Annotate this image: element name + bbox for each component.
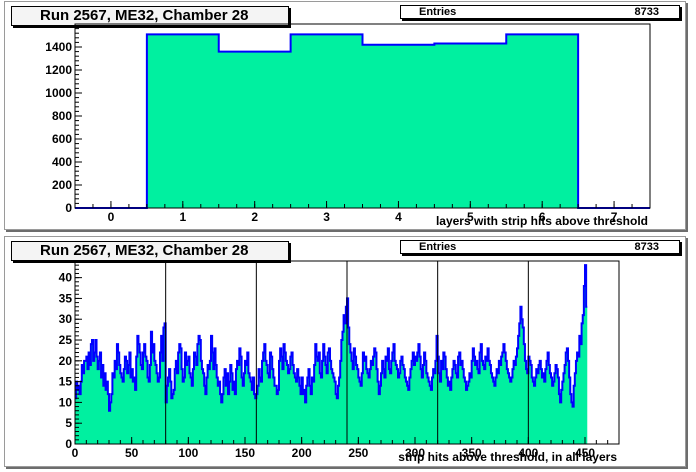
layers-x-tick-label: 2	[251, 210, 258, 224]
strips-x-tick-label: 450	[575, 446, 595, 460]
strips-histogram-outline	[75, 264, 588, 412]
strips-x-tick-label: 350	[462, 446, 482, 460]
top-entries-label: Entries	[419, 6, 457, 18]
bottom-entries-label: Entries	[419, 241, 457, 253]
layers-y-tick-label: 0	[65, 201, 72, 215]
strips-x-tick-label: 0	[72, 446, 79, 460]
strips-x-tick-label: 150	[235, 446, 255, 460]
strips-y-tick-label: 40	[59, 271, 73, 285]
strips-x-axis-title: strip hits above threshold, in all layer…	[398, 450, 617, 464]
bottom-histogram-panel: Run 2567, ME32, Chamber 28 Entries 8733 …	[4, 236, 686, 467]
layers-y-tick-label: 1200	[45, 63, 72, 77]
strips-y-tick-label: 5	[65, 416, 72, 430]
layers-y-tick-label: 200	[52, 178, 72, 192]
strips-y-tick-label: 25	[59, 333, 73, 347]
strips-y-tick-label: 20	[59, 354, 73, 368]
layers-histogram-outline	[75, 33, 650, 209]
layers-x-tick-label: 5	[467, 210, 474, 224]
top-histogram-panel: Run 2567, ME32, Chamber 28 Entries 8733 …	[4, 1, 686, 230]
strips-x-tick-label: 200	[292, 446, 312, 460]
layers-y-tick-label: 800	[52, 109, 72, 123]
strips-x-tick-label: 250	[348, 446, 368, 460]
strips-histogram-fill	[75, 265, 588, 444]
strips-y-tick-label: 10	[59, 395, 73, 409]
layers-y-tick-label: 1400	[45, 40, 72, 54]
bottom-stats-box: Entries 8733	[400, 240, 680, 254]
layers-x-tick-label: 4	[395, 210, 402, 224]
layers-histogram-fill	[75, 34, 650, 208]
strips-x-tick-label: 400	[518, 446, 538, 460]
top-stats-box: Entries 8733	[400, 5, 680, 19]
strips-x-tick-label: 100	[178, 446, 198, 460]
layers-y-tick-label: 1000	[45, 86, 72, 100]
strips-y-tick-label: 15	[59, 375, 73, 389]
layers-x-tick-label: 7	[611, 210, 618, 224]
top-entries-value: 8733	[634, 6, 659, 18]
layers-x-tick-label: 0	[108, 210, 115, 224]
layers-x-tick-label: 1	[179, 210, 186, 224]
layers-x-tick-label: 6	[539, 210, 546, 224]
layers-y-tick-label: 600	[52, 132, 72, 146]
strips-x-tick-label: 300	[405, 446, 425, 460]
top-histogram-title: Run 2567, ME32, Chamber 28	[11, 6, 289, 26]
strips-x-tick-label: 50	[125, 446, 139, 460]
strips-y-tick-label: 35	[59, 291, 73, 305]
layers-y-tick-label: 400	[52, 155, 72, 169]
layers-histogram-plot: 0 200 400 600 800 1000 1200 1400 0 1 2 3 4 5 6 7layers …	[45, 23, 651, 228]
layers-x-axis-title: layers with strip hits above threshold	[436, 214, 648, 228]
strips-y-tick-label: 0	[65, 437, 72, 451]
bottom-histogram-title: Run 2567, ME32, Chamber 28	[11, 241, 289, 261]
layers-x-tick-label: 3	[323, 210, 330, 224]
bottom-entries-value: 8733	[634, 241, 659, 253]
strips-y-tick-label: 30	[59, 312, 73, 326]
